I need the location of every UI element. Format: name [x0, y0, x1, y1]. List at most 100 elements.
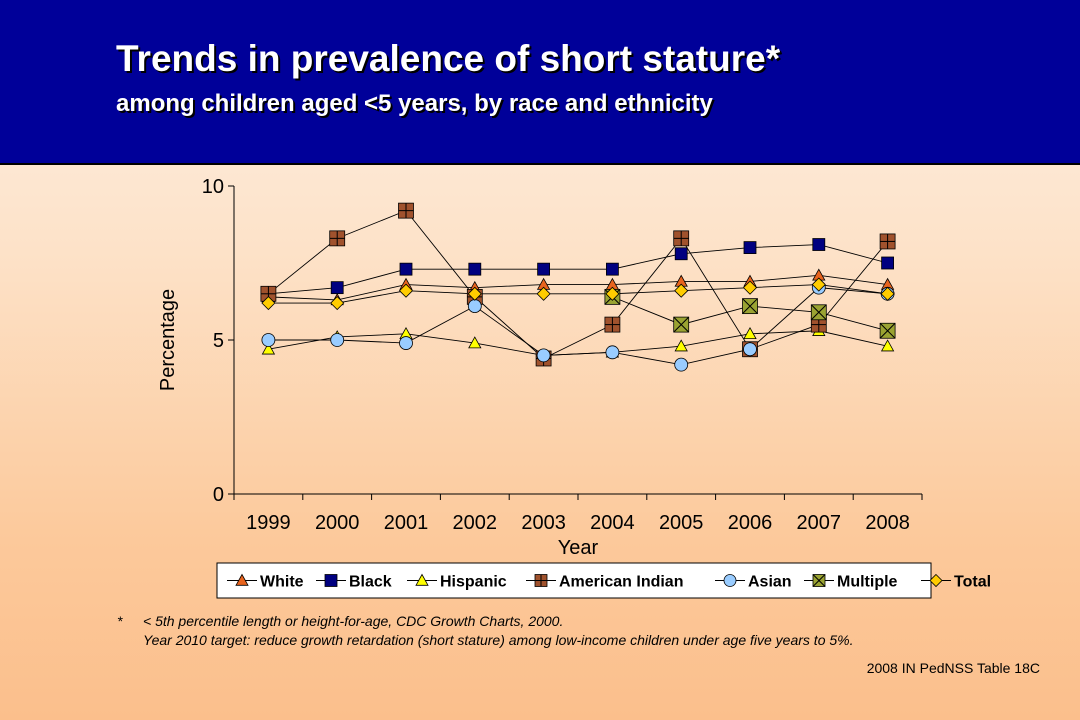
marker-shape — [324, 574, 338, 587]
marker-shape — [330, 333, 345, 347]
data-point-asian — [330, 333, 345, 347]
data-point-hispanic — [674, 339, 688, 352]
data-point-black — [330, 281, 344, 295]
marker-shape — [467, 286, 482, 301]
series-line-white — [268, 274, 888, 301]
footnote-definition: < 5th percentile length or height-for-ag… — [143, 613, 564, 629]
data-point-asian — [743, 342, 757, 357]
marker-shape — [742, 280, 758, 295]
data-point-total — [742, 280, 758, 295]
marker-shape — [398, 283, 414, 298]
data-point-american-indian — [879, 233, 896, 250]
legend-marker-hispanic — [415, 573, 429, 586]
marker-shape — [880, 286, 895, 301]
marker-shape — [606, 262, 619, 276]
marker-shape — [399, 262, 413, 276]
marker-shape — [537, 262, 550, 276]
footnote-target: Year 2010 target: reduce growth retardat… — [143, 632, 854, 648]
marker-shape — [261, 342, 276, 355]
x-tick-label: 2005 — [659, 512, 704, 534]
marker-shape — [743, 342, 757, 357]
data-point-american-indian — [398, 202, 414, 219]
marker-shape — [467, 299, 482, 314]
marker-x-b — [742, 298, 758, 314]
legend-label: Black — [349, 574, 392, 591]
data-point-total — [880, 286, 895, 301]
page-subtitle: among children aged <5 years, by race an… — [116, 90, 713, 117]
legend-label: American Indian — [559, 574, 683, 591]
marker-shape — [235, 573, 249, 586]
series-line-hispanic — [268, 330, 888, 356]
marker-shape — [723, 574, 737, 587]
series-line-black — [268, 244, 888, 295]
legend-label: Total — [954, 574, 991, 591]
data-point-asian — [399, 336, 413, 350]
marker-shape — [674, 357, 689, 372]
marker-shape — [812, 238, 826, 251]
data-point-hispanic — [880, 339, 895, 352]
marker-shape — [330, 295, 345, 311]
data-point-total — [261, 295, 276, 311]
data-point-hispanic — [468, 336, 482, 349]
marker-shape — [536, 286, 551, 301]
data-point-total — [674, 283, 689, 298]
data-point-asian — [605, 345, 620, 360]
page-title: Trends in prevalence of short stature* — [116, 38, 781, 79]
series-line-asian — [268, 287, 888, 366]
data-point-black — [468, 262, 482, 276]
data-point-black — [743, 241, 757, 255]
data-point-multiple — [810, 304, 827, 321]
marker-shape — [880, 339, 895, 352]
marker-shape — [674, 247, 688, 261]
y-axis-title: Percentage — [157, 289, 179, 391]
legend-marker-white — [235, 573, 249, 586]
data-point-black — [537, 262, 550, 276]
marker-x-b — [812, 574, 826, 587]
legend-marker-black — [324, 574, 338, 587]
data-point-total — [467, 286, 482, 301]
marker-shape — [811, 277, 826, 292]
series-line-american-indian — [268, 210, 888, 360]
data-point-asian — [261, 333, 276, 347]
marker-x-b — [810, 304, 827, 321]
marker-x-b — [879, 322, 896, 339]
x-tick-label: 2003 — [521, 512, 566, 534]
marker-shape — [399, 336, 413, 350]
data-point-asian — [467, 299, 482, 314]
x-tick-label: 2004 — [590, 512, 635, 534]
data-point-asian — [536, 348, 551, 363]
y-tick-label: 10 — [202, 176, 224, 198]
data-point-hispanic — [743, 327, 757, 340]
data-point-multiple — [879, 322, 896, 339]
marker-shape — [468, 262, 482, 276]
legend-label: Asian — [748, 574, 792, 591]
marker-shape — [674, 283, 689, 298]
data-point-american-indian — [604, 316, 621, 333]
data-point-american-indian — [329, 230, 346, 247]
y-tick-label: 5 — [213, 330, 224, 352]
data-point-black — [881, 256, 894, 270]
x-tick-label: 2001 — [384, 512, 429, 534]
data-point-black — [399, 262, 413, 276]
data-point-multiple — [742, 298, 758, 315]
series-line-total — [268, 284, 888, 304]
data-point-black — [812, 238, 826, 251]
legend-label: Hispanic — [440, 574, 507, 591]
data-point-total — [398, 283, 414, 298]
data-point-total — [330, 295, 345, 311]
marker-shape — [674, 339, 688, 352]
x-tick-label: 2007 — [797, 512, 842, 534]
marker-shape — [330, 281, 344, 295]
data-point-total — [536, 286, 551, 301]
legend-label: Multiple — [837, 574, 898, 591]
x-tick-label: 2006 — [728, 512, 773, 534]
data-point-hispanic — [261, 342, 276, 355]
marker-shape — [536, 348, 551, 363]
title-banner: Trends in prevalence of short stature* a… — [0, 0, 1080, 165]
y-tick-label: 0 — [213, 484, 224, 506]
legend-marker-total — [929, 573, 943, 588]
marker-shape — [743, 327, 757, 340]
legend-label: White — [260, 574, 304, 591]
marker-shape — [929, 573, 943, 588]
